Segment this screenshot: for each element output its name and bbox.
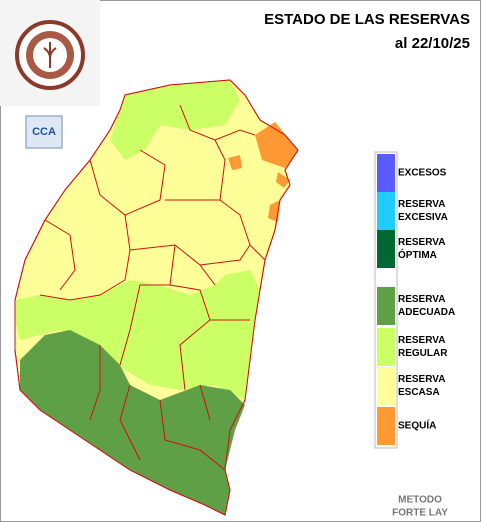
legend-swatch xyxy=(377,407,395,445)
legend-label: RESERVA xyxy=(398,294,445,305)
legend-swatch xyxy=(377,154,395,192)
legend: EXCESOSRESERVAEXCESIVARESERVAÓPTIMARESER… xyxy=(377,154,455,445)
legend-label: SEQUÍA xyxy=(398,419,436,432)
legend-label: REGULAR xyxy=(398,348,448,359)
legend-swatch xyxy=(377,192,395,230)
legend-swatch xyxy=(377,367,395,405)
date: al 22/10/25 xyxy=(395,35,470,52)
legend-label: ESCASA xyxy=(398,387,440,398)
legend-label: EXCESOS xyxy=(398,168,447,179)
legend-label: RESERVA xyxy=(398,237,445,248)
legend-label: RESERVA xyxy=(398,199,445,210)
footer-line: FORTE LAY xyxy=(392,508,448,519)
logo-emblem xyxy=(15,20,85,90)
footer-line: METODO xyxy=(398,495,442,506)
legend-label: ÓPTIMA xyxy=(398,248,437,261)
legend-label: RESERVA xyxy=(398,374,445,385)
legend-label: ADECUADA xyxy=(398,307,455,318)
legend-label: RESERVA xyxy=(398,335,445,346)
legend-frame xyxy=(374,151,398,449)
legend-swatch xyxy=(377,328,395,366)
cca-label: CCA xyxy=(32,126,56,138)
province-map xyxy=(14,79,299,516)
title: ESTADO DE LAS RESERVAS xyxy=(264,11,470,28)
legend-label: EXCESIVA xyxy=(398,212,448,223)
cca-icon xyxy=(25,115,63,149)
legend-swatch xyxy=(377,287,395,325)
legend-swatch xyxy=(377,230,395,268)
